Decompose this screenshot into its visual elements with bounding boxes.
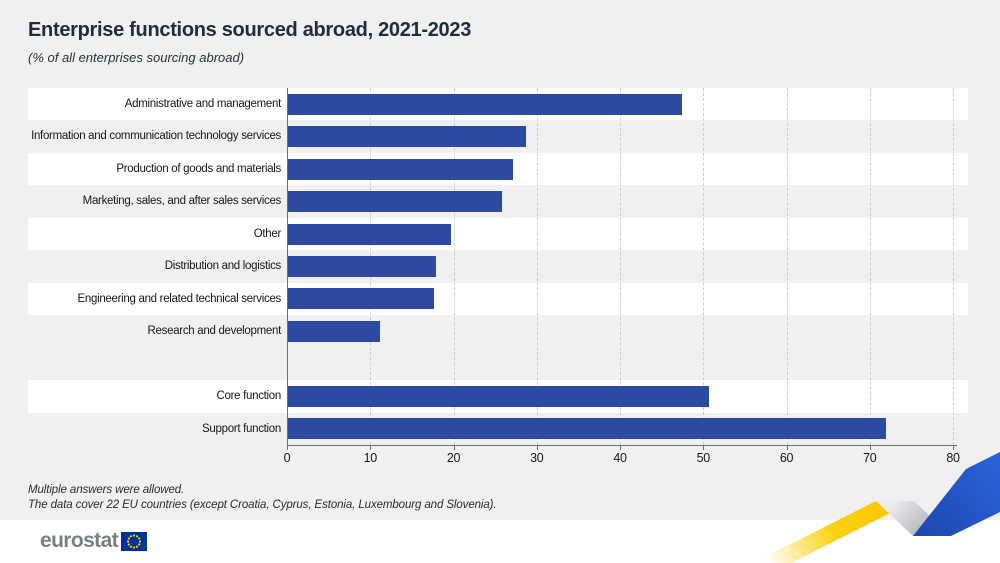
tick-mark: [536, 446, 538, 450]
footnote-line: Multiple answers were allowed.: [28, 484, 185, 496]
tick-label: 20: [446, 451, 461, 465]
eu-flag-icon: [121, 531, 148, 551]
category-label: Information and communication technology…: [31, 130, 281, 143]
bar: [287, 223, 451, 245]
category-label: Administrative and management: [124, 98, 282, 110]
tick-mark: [370, 446, 372, 450]
tick-mark: [703, 446, 705, 450]
gridline: [620, 88, 621, 445]
eurostat-logo-text: eurostat: [40, 529, 119, 552]
bar: [287, 418, 886, 440]
tick-label: 50: [696, 451, 711, 465]
bar: [287, 320, 381, 342]
tick-label: 30: [530, 451, 544, 465]
row-stripe: [28, 282, 968, 316]
tick-label: 10: [363, 451, 378, 465]
ribbon-yellow-segment: [753, 501, 914, 563]
eu-stars: [126, 533, 142, 549]
gridline: [703, 88, 705, 445]
chart-subtitle: (% of all enterprises sourcing abroad): [28, 50, 245, 65]
gridline: [953, 88, 954, 445]
x-axis-line: [287, 445, 957, 446]
gridline: [453, 88, 455, 445]
bar: [287, 93, 683, 115]
zigzag-ribbon-icon: [753, 452, 1000, 563]
tick-mark: [287, 446, 288, 450]
tick-mark: [869, 446, 871, 450]
bar: [287, 126, 526, 148]
y-axis-line: [287, 88, 288, 445]
gridline: [536, 88, 538, 445]
category-label: Engineering and related technical servic…: [77, 292, 282, 305]
eurostat-logo: eurostat: [40, 528, 148, 554]
footnote-line: The data cover 22 EU countries (except C…: [28, 499, 497, 511]
category-label: Distribution and logistics: [164, 260, 282, 273]
tick-label: 40: [613, 451, 627, 465]
row-stripe: [28, 217, 968, 251]
tick-mark: [453, 446, 455, 450]
bar: [287, 385, 710, 407]
gridline: [786, 88, 788, 445]
category-label: Core function: [216, 390, 282, 403]
bar: [287, 256, 437, 277]
tick-label: 60: [779, 451, 794, 465]
ribbon-blue-segment: [913, 452, 1000, 536]
category-label: Marketing, sales, and after sales servic…: [82, 195, 282, 208]
tick-label: 70: [863, 451, 877, 465]
footnotes: Multiple answers were allowed. The data …: [28, 483, 497, 513]
category-label: Support function: [202, 422, 281, 435]
tick-label: 0: [283, 451, 291, 465]
bar: [287, 288, 434, 310]
tick-mark: [620, 446, 621, 450]
tick-mark: [953, 446, 954, 450]
tick-label: 80: [946, 451, 960, 465]
category-label: Research and development: [147, 325, 282, 338]
category-label: Other: [253, 227, 282, 240]
bar: [287, 158, 514, 180]
bar: [287, 191, 502, 213]
chart-title: Enterprise functions sourced abroad, 202…: [28, 19, 472, 41]
category-label: Production of goods and materials: [116, 162, 281, 175]
tick-mark: [786, 446, 788, 450]
gridline: [869, 88, 871, 445]
